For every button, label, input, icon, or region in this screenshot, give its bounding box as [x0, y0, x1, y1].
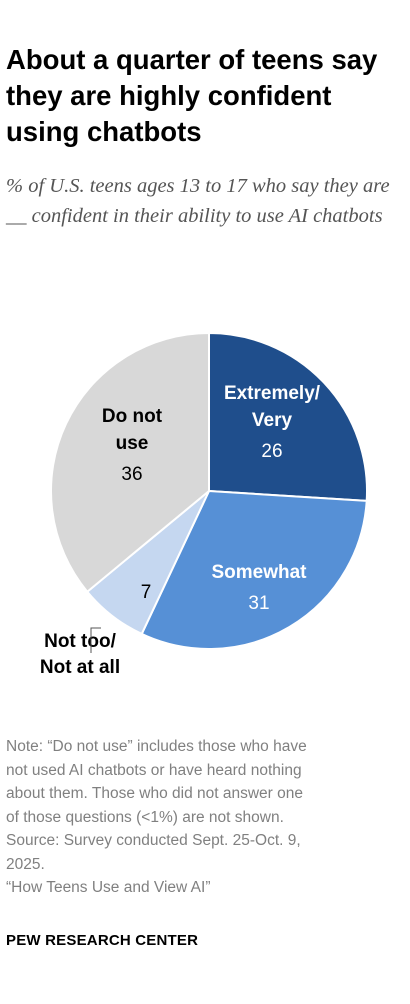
source-line: 2025.	[6, 855, 45, 873]
chart-subtitle: % of U.S. teens ages 13 to 17 who say th…	[6, 175, 390, 227]
slice-label-group: Extremely/Very 26	[224, 383, 321, 462]
note-line: of those questions (<1%) are not shown.	[6, 808, 284, 826]
slice-category-label: Somewhat	[211, 562, 307, 583]
slice-label-group: Not too/Not at all 7	[40, 582, 151, 678]
pie-slices	[50, 332, 369, 650]
pie-slice	[208, 332, 369, 502]
note-line: about them. Those who did not answer one	[6, 785, 303, 802]
slice-label-group: Do not use 36	[102, 406, 163, 485]
slice-value-label: 31	[248, 593, 269, 614]
chart-title: About a quarter of teens say they are hi…	[6, 44, 378, 147]
chart-notes: Note: “Do not use” includes those who ha…	[6, 735, 406, 900]
slice-category-label: Extremely/Very	[224, 383, 321, 431]
brand-logo-text: PEW RESEARCH CENTER	[6, 932, 199, 949]
report-title: “How Teens Use and View AI”	[6, 879, 211, 896]
slice-category-label: Do not use	[102, 406, 163, 454]
slice-category-label: Not too/Not at all	[40, 631, 120, 678]
slice-value-label: 26	[261, 441, 282, 462]
source-line: Source: Survey conducted Sept. 25-Oct. 9…	[6, 832, 301, 849]
slice-label-group: Somewhat 31	[211, 562, 307, 614]
pie-slice	[140, 490, 368, 650]
slice-value-label: 36	[121, 464, 142, 485]
note-line: Note: “Do not use” includes those who ha…	[6, 738, 307, 755]
pie-slice	[50, 332, 210, 593]
note-line: not used AI chatbots or have heard nothi…	[6, 761, 302, 779]
leader-line	[90, 627, 101, 653]
pie-labels: Extremely/Very 26 Somewhat 31 Not too/Not at…	[40, 383, 321, 678]
slice-value-label: 7	[141, 582, 152, 603]
pie-chart: Extremely/Very 26 Somewhat 31 Not too/Not at…	[40, 332, 369, 678]
